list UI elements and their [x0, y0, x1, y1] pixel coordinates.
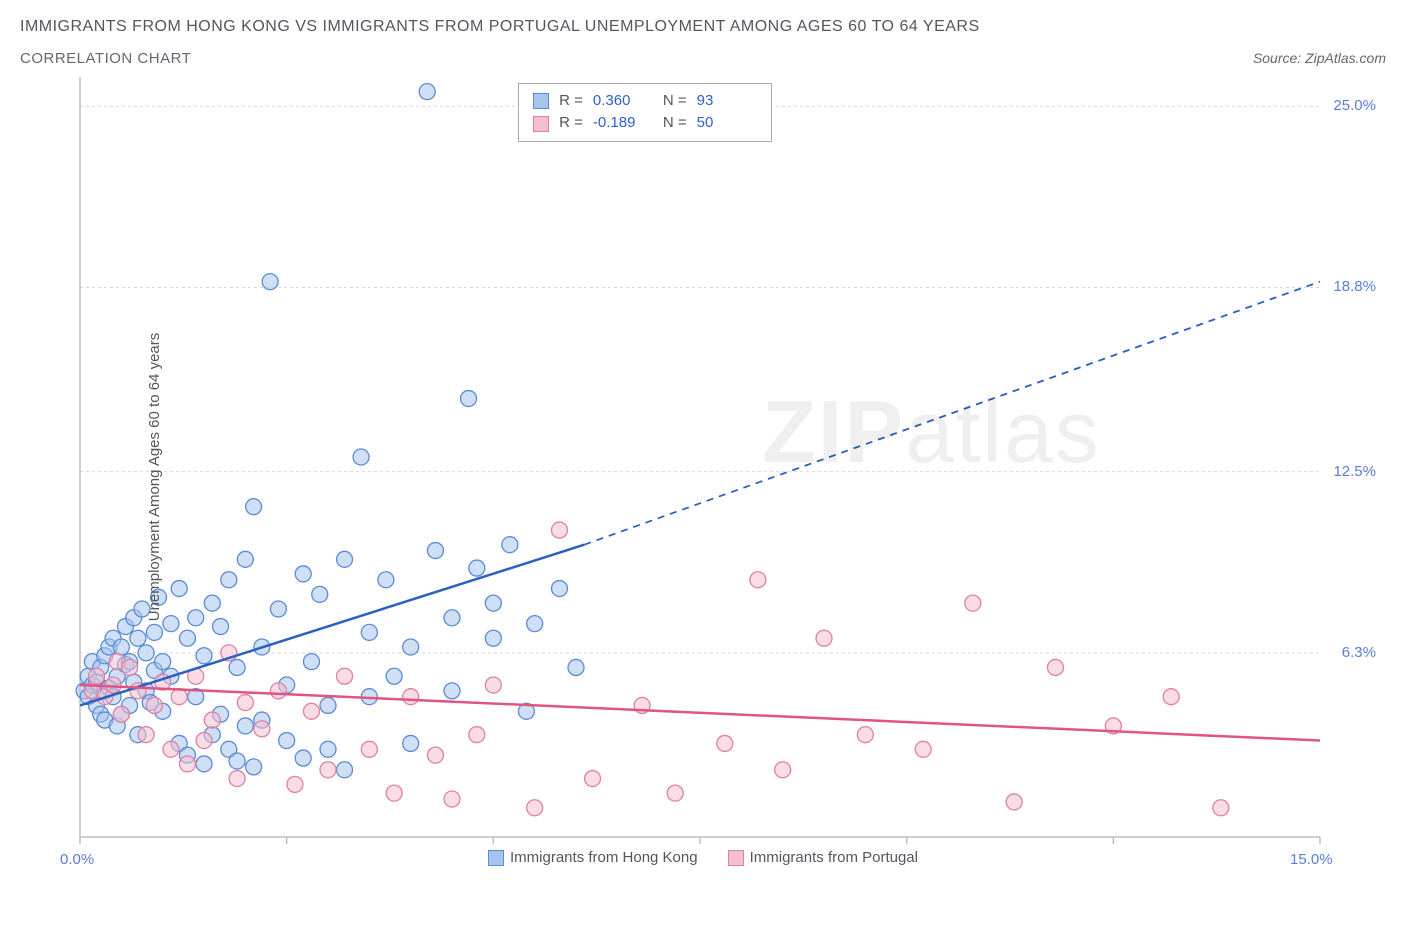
legend-bottom: Immigrants from Hong Kong Immigrants from…: [20, 849, 1386, 866]
header: IMMIGRANTS FROM HONG KONG VS IMMIGRANTS …: [0, 0, 1406, 67]
n-label: N =: [663, 90, 687, 113]
r-value: -0.189: [593, 112, 653, 135]
y-axis-label: Unemployment Among Ages 60 to 64 years: [146, 333, 163, 622]
stats-legend: R = 0.360 N = 93 R = -0.189 N = 50: [518, 83, 772, 142]
legend-label: Immigrants from Hong Kong: [510, 849, 698, 866]
source-label: Source: ZipAtlas.com: [1253, 50, 1386, 66]
legend-item: Immigrants from Hong Kong: [488, 849, 698, 866]
legend-item: Immigrants from Portugal: [728, 849, 918, 866]
chart-area: Unemployment Among Ages 60 to 64 years 2…: [20, 77, 1386, 877]
page-subtitle: CORRELATION CHART: [20, 50, 191, 67]
n-label: N =: [663, 112, 687, 135]
legend-label: Immigrants from Portugal: [750, 849, 918, 866]
y-tick-label: 18.8%: [1333, 278, 1376, 295]
legend-swatch: [533, 93, 549, 109]
n-value: 50: [697, 112, 757, 135]
r-value: 0.360: [593, 90, 653, 113]
stats-row: R = 0.360 N = 93: [533, 90, 757, 113]
stats-row: R = -0.189 N = 50: [533, 112, 757, 135]
y-tick-label: 25.0%: [1333, 97, 1376, 114]
scatter-chart: [20, 77, 1386, 877]
legend-swatch: [728, 850, 744, 866]
legend-swatch: [533, 116, 549, 132]
r-label: R =: [559, 112, 583, 135]
legend-swatch: [488, 850, 504, 866]
y-tick-label: 6.3%: [1342, 644, 1376, 661]
n-value: 93: [697, 90, 757, 113]
subtitle-row: CORRELATION CHART Source: ZipAtlas.com: [20, 50, 1386, 67]
y-tick-label: 12.5%: [1333, 463, 1376, 480]
r-label: R =: [559, 90, 583, 113]
page-title: IMMIGRANTS FROM HONG KONG VS IMMIGRANTS …: [20, 18, 1386, 36]
